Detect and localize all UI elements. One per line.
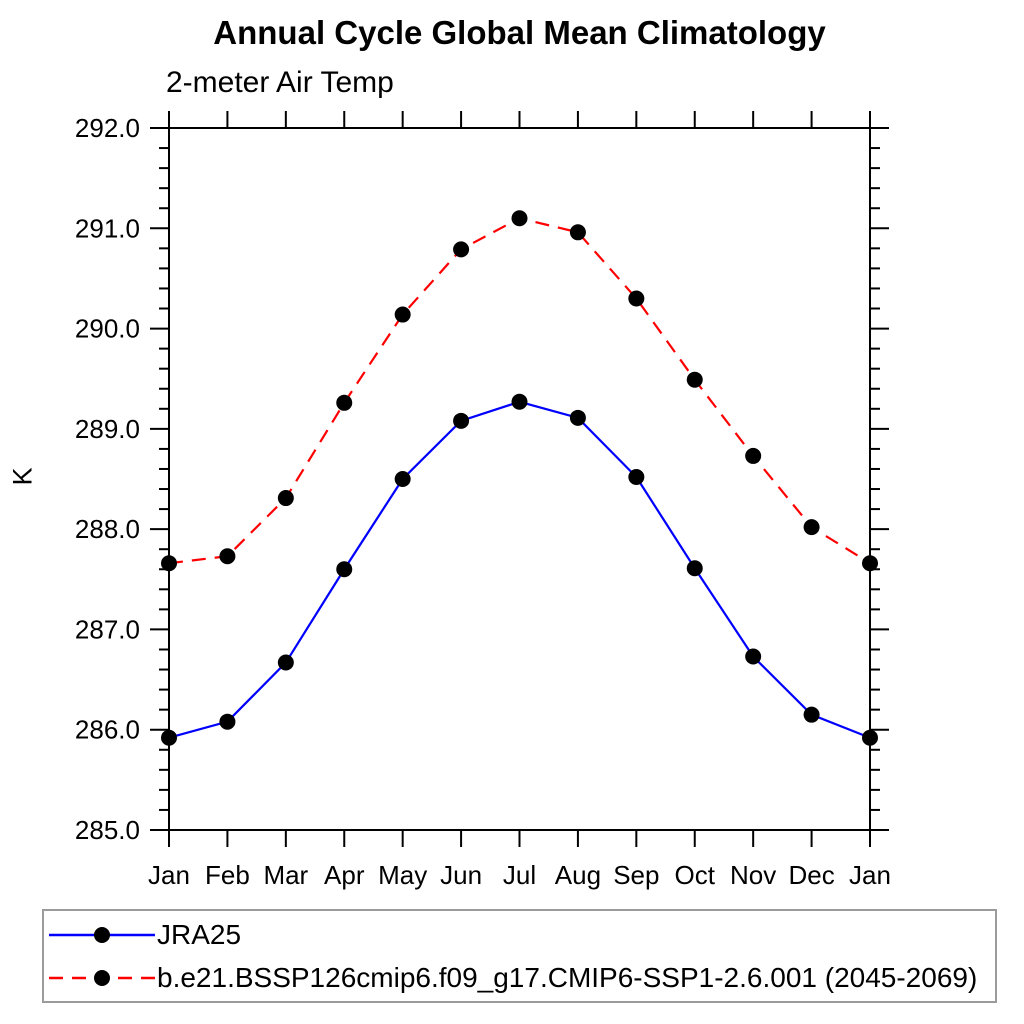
data-point-marker [511,210,528,227]
data-point-marker [628,468,645,485]
data-point-marker [511,393,528,410]
y-tick-label: 289.0 [75,414,140,444]
data-point-marker [161,555,177,572]
legend-line-sample-solid [47,924,157,946]
data-point-marker [569,224,586,241]
y-tick-label: 292.0 [75,113,140,143]
x-tick-label: Jun [440,860,482,890]
y-tick-label: 288.0 [75,514,140,544]
data-point-marker [219,713,236,730]
chart-title: Annual Cycle Global Mean Climatology [213,14,826,51]
y-tick-label: 286.0 [75,715,140,745]
legend: JRA25 b.e21.BSSP126cmip6.f09_g17.CMIP6-S… [42,909,997,1003]
x-tick-label: Oct [675,860,716,890]
data-point-marker [394,306,411,323]
data-point-marker [336,394,353,411]
data-point-marker [277,490,294,507]
legend-label-model: b.e21.BSSP126cmip6.f09_g17.CMIP6-SSP1-2.… [157,961,978,993]
y-tick-label: 291.0 [75,213,140,243]
x-tick-label: Aug [555,860,601,890]
data-point-marker [277,654,294,671]
x-tick-label: Apr [324,860,365,890]
data-point-marker [745,648,762,665]
x-tick-label: Nov [730,860,776,890]
data-point-marker [628,290,645,307]
legend-line-sample-dashed [47,967,157,989]
data-point-marker [862,555,878,572]
x-tick-label: Jan [849,860,891,890]
legend-row-jra25: JRA25 [44,916,995,954]
data-point-marker [862,729,878,746]
data-point-marker [803,519,820,536]
data-point-marker [394,471,411,487]
data-point-marker [745,447,762,464]
x-tick-label: May [378,860,427,890]
y-tick-label: 287.0 [75,614,140,644]
data-point-marker [453,412,470,429]
data-point-marker [569,409,586,426]
legend-label-jra25: JRA25 [157,918,242,950]
x-tick-label: Jul [503,860,536,890]
x-tick-label: Jan [148,860,190,890]
data-point-marker [336,561,353,578]
series-line-1 [168,217,871,565]
x-tick-label: Sep [613,860,659,890]
data-point-marker [161,729,177,746]
data-point-marker [219,548,236,565]
x-tick-label: Mar [263,860,308,890]
data-point-marker [686,371,703,388]
data-point-marker [803,706,820,723]
legend-row-model: b.e21.BSSP126cmip6.f09_g17.CMIP6-SSP1-2.… [44,959,995,997]
chart-subtitle: 2-meter Air Temp [166,66,394,99]
data-point-marker [453,241,470,258]
data-point-marker [686,560,703,577]
x-tick-label: Dec [788,860,834,890]
y-tick-label: 285.0 [75,815,140,845]
series-line-0 [168,400,871,739]
x-tick-label: Feb [205,860,250,890]
y-tick-label: 290.0 [75,314,140,344]
